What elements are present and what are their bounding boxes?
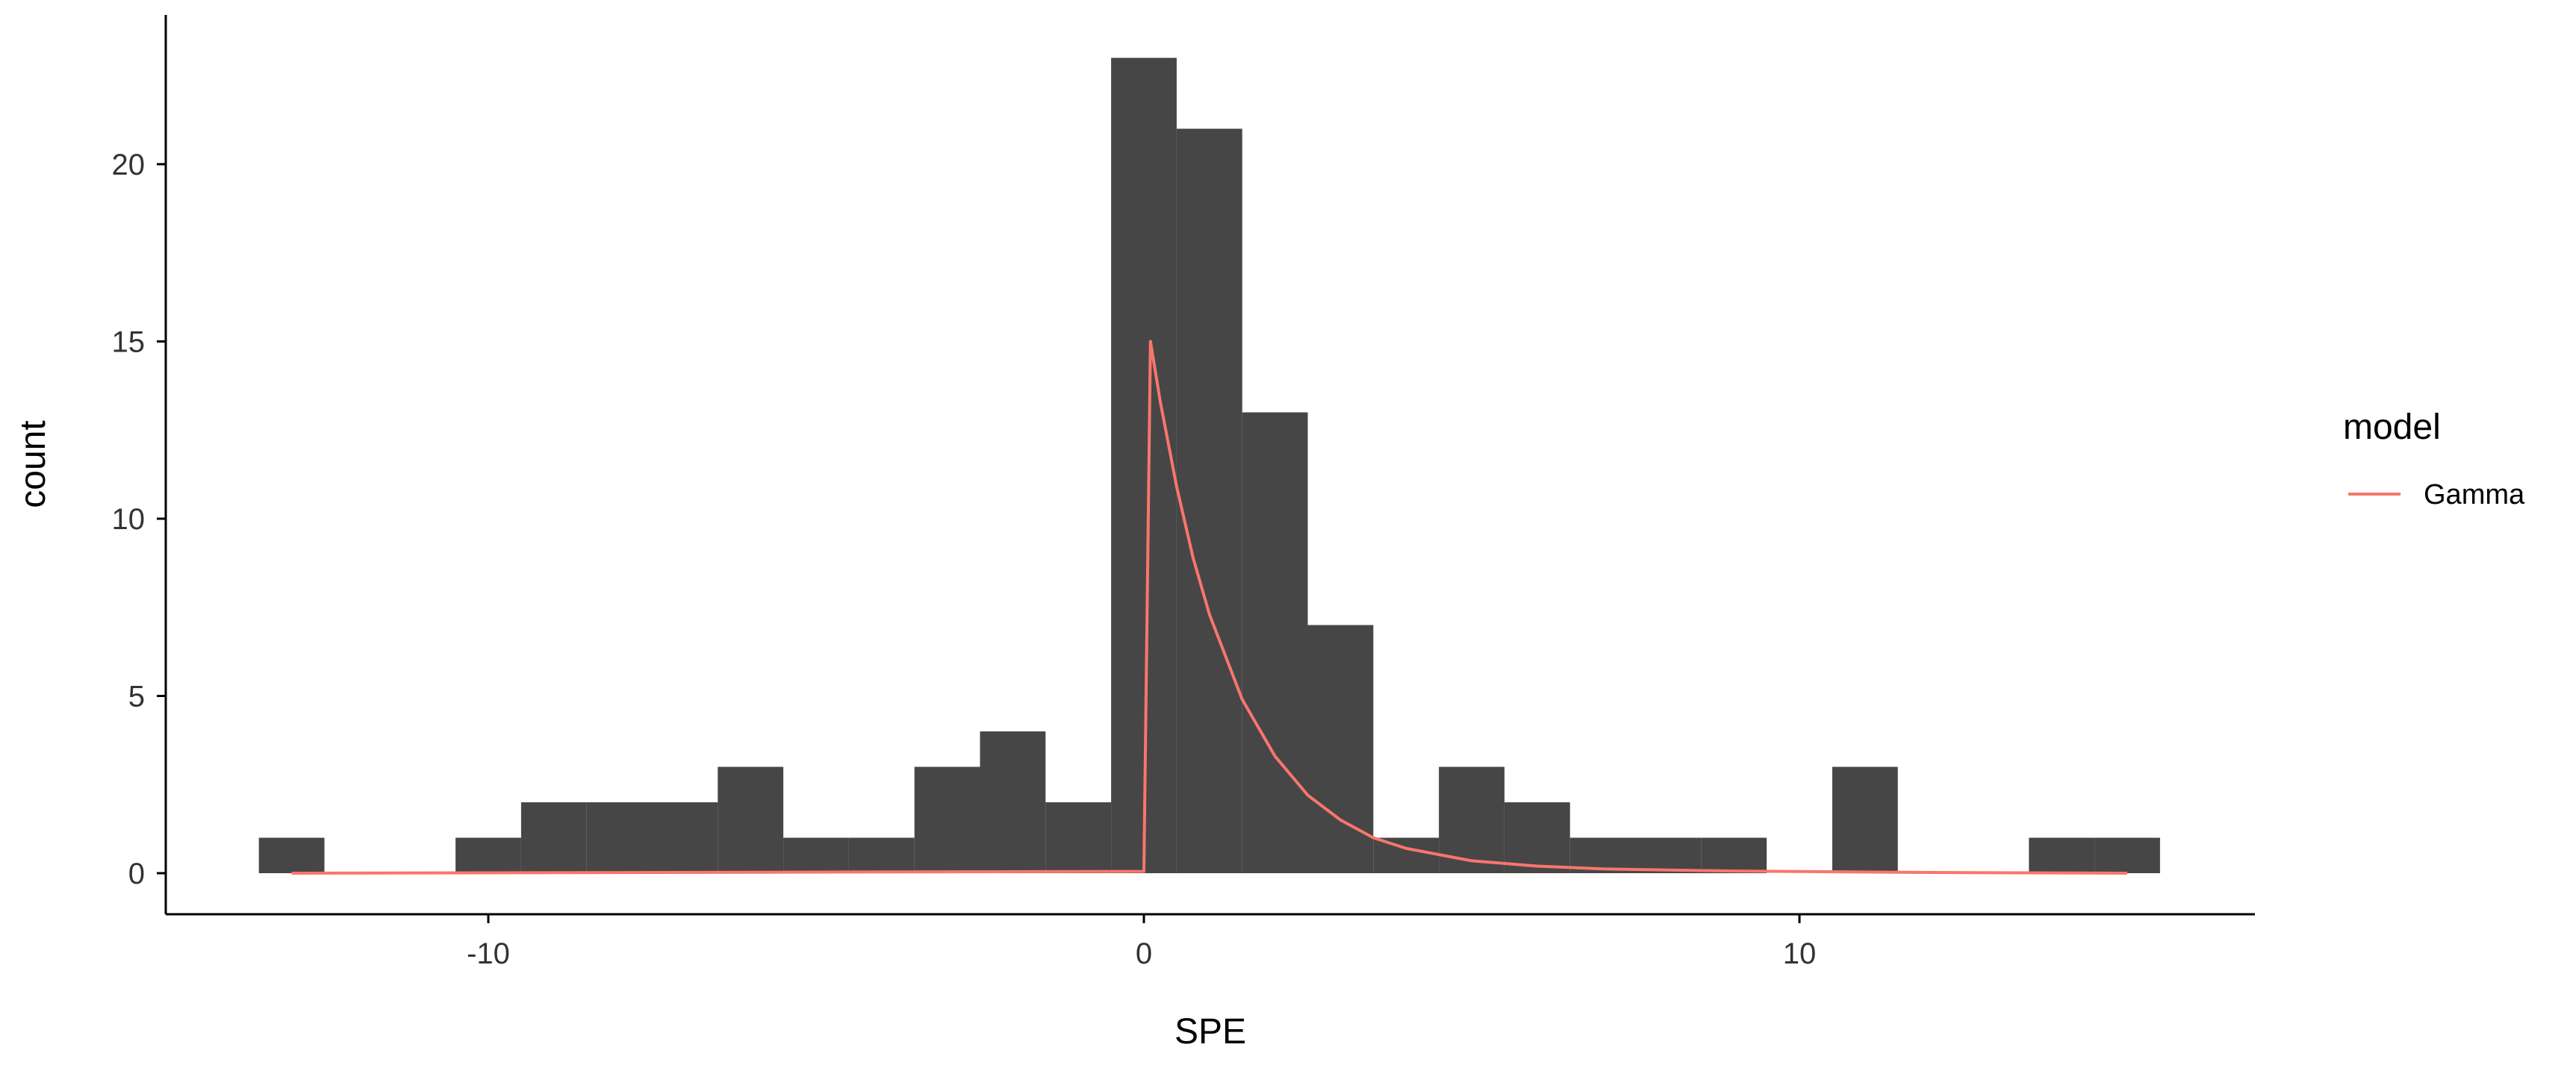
histogram-bar [2029, 837, 2095, 873]
histogram-bar [1373, 837, 1440, 873]
histogram-bar [783, 837, 849, 873]
histogram-bar [1242, 412, 1308, 873]
histogram-bar [1307, 625, 1374, 873]
histogram-bar [1832, 766, 1898, 873]
histogram-bar [2094, 837, 2160, 873]
x-tick-label: 0 [1136, 937, 1152, 970]
y-axis-ticks: 0 5 10 15 20 [112, 149, 166, 890]
y-tick-label: 15 [112, 326, 146, 359]
x-tick-label: 10 [1783, 937, 1817, 970]
histogram-bar [1045, 802, 1112, 873]
histogram-bar [455, 837, 521, 873]
histogram-bar [1701, 837, 1767, 873]
histogram-bar [258, 837, 325, 873]
histogram-bar [520, 802, 587, 873]
y-axis-title: count [13, 420, 53, 507]
gamma-series-line [291, 340, 2128, 875]
y-tick-label: 10 [112, 503, 146, 536]
x-tick-label: -10 [467, 937, 510, 970]
histogram-bar [586, 802, 653, 873]
histogram-bars [258, 57, 2160, 873]
histogram-bar [652, 802, 718, 873]
y-tick-label: 20 [112, 149, 146, 181]
histogram-bar [718, 766, 784, 873]
histogram-bar [1176, 128, 1242, 873]
legend-title: model [2343, 407, 2441, 447]
legend-label-gamma: Gamma [2424, 479, 2525, 510]
histogram-bar [914, 766, 980, 873]
histogram-bar [980, 731, 1046, 873]
x-axis-title: SPE [1175, 1012, 1246, 1052]
y-tick-label: 0 [128, 858, 145, 890]
legend: model Gamma [2343, 407, 2525, 510]
y-tick-label: 5 [128, 681, 145, 713]
gamma-line-layer [291, 340, 2128, 875]
axes: 0 5 10 15 20 -10 0 10 [112, 15, 2255, 970]
histogram-bar [1635, 837, 1702, 873]
histogram-bar [1504, 802, 1570, 873]
histogram-bar [848, 837, 915, 873]
histogram-bar [1111, 57, 1177, 873]
x-axis-ticks: -10 0 10 [467, 914, 1816, 970]
